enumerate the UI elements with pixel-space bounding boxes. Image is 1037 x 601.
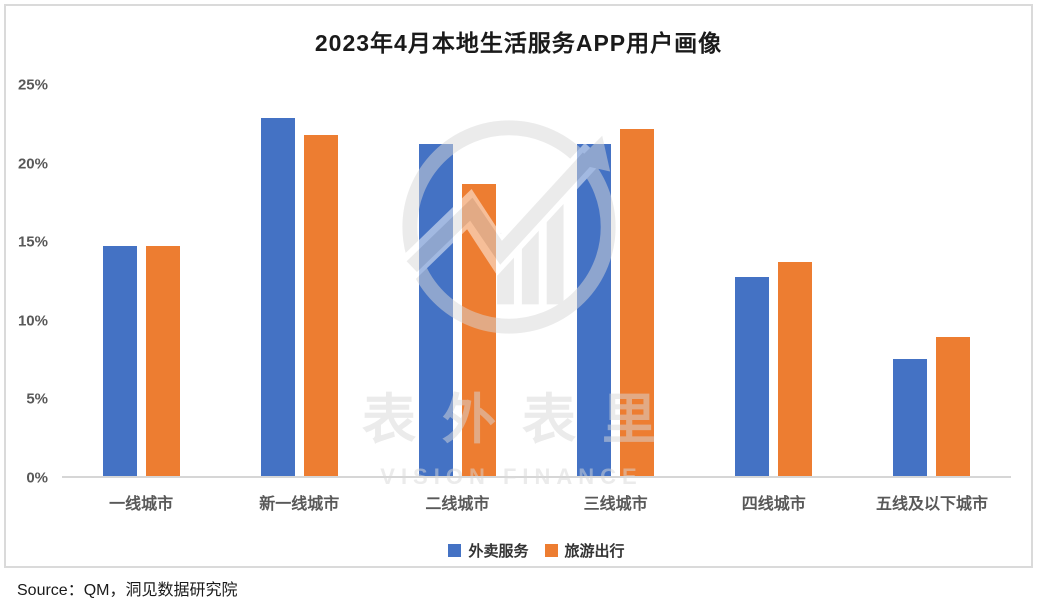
bar-group (735, 85, 813, 476)
y-axis-tick-label: 15% (17, 233, 48, 251)
chart-title: 2023年4月本地生活服务APP用户画像 (314, 30, 723, 56)
legend-swatch-icon (448, 544, 462, 557)
source-note: Source：QM，洞见数据研究院 (17, 582, 238, 599)
bar-segment (577, 144, 612, 476)
x-axis-labels: 一线城市 新一线城市 二线城市 三线城市 四线城市 五线及以下城市 (62, 490, 1011, 513)
bar-segment (303, 135, 338, 476)
y-axis-tick-label: 5% (26, 390, 48, 408)
bar-group (577, 85, 655, 476)
legend-item: 旅游出行 (544, 540, 625, 561)
y-axis-tick-label: 10% (17, 312, 48, 330)
bar-group (102, 85, 180, 476)
bar-group (260, 85, 338, 476)
category-label: 五线及以下城市 (875, 496, 988, 513)
bar-group (418, 85, 496, 476)
y-axis-tick-label: 0% (26, 469, 48, 487)
bar-segment (145, 246, 180, 476)
bar-segment (778, 261, 813, 476)
chart-legend: 外卖服务 旅游出行 (62, 540, 1011, 561)
bar-segment (461, 183, 496, 476)
bar-segment (102, 246, 137, 476)
bar-group (893, 85, 971, 476)
bar-segment (893, 358, 928, 476)
category-label: 一线城市 (109, 496, 174, 513)
category-label: 二线城市 (425, 496, 490, 513)
legend-label: 外卖服务 (468, 543, 529, 560)
bar-segment (418, 144, 453, 476)
plot-area (62, 85, 1011, 478)
category-label: 新一线城市 (259, 496, 340, 513)
legend-swatch-icon (544, 544, 558, 557)
y-axis-tick-label: 20% (17, 155, 48, 173)
bar-segment (936, 336, 971, 476)
category-label: 四线城市 (741, 496, 806, 513)
y-axis: 0% 5% 10% 15% 20% 25% (6, 77, 54, 487)
category-label: 三线城市 (583, 496, 648, 513)
bar-segment (735, 277, 770, 476)
bar-segment (260, 117, 295, 476)
bar-segment (620, 128, 655, 476)
chart-panel: 2023年4月本地生活服务APP用户画像 0% 5% 10% 15% 20% 25% 一线… (4, 4, 1033, 568)
legend-item: 外卖服务 (448, 540, 529, 561)
y-axis-tick-label: 25% (17, 76, 48, 94)
legend-label: 旅游出行 (564, 543, 625, 560)
